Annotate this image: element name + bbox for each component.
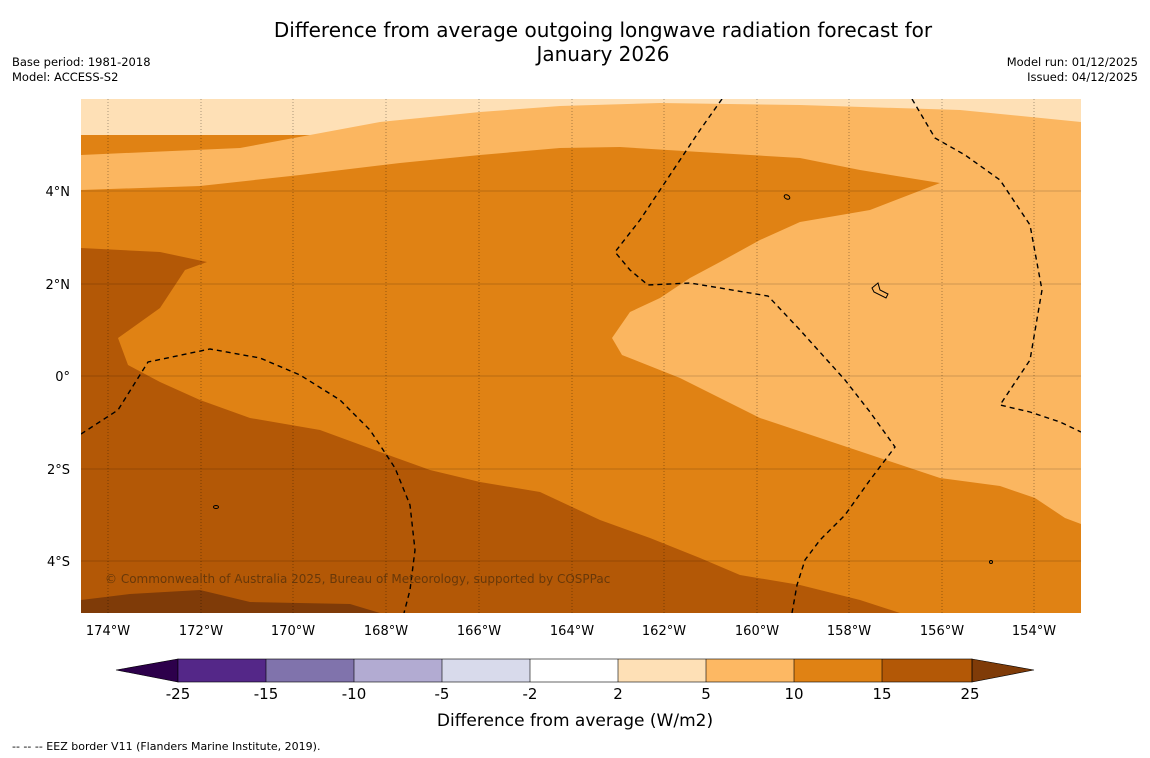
colorbar-tick: 15 [872,685,891,703]
colorbar-high-arrow [971,658,1035,683]
lon-label: 170°W [271,624,315,639]
lon-label: 174°W [86,624,130,639]
lat-gridlines [81,190,1081,562]
model-text: Model: ACCESS-S2 [12,70,119,84]
lat-label: 4°S [47,555,70,570]
colorbar-swatch [178,659,266,682]
lon-label: 156°W [920,624,964,639]
title-line-1: Difference from average outgoing longwav… [273,18,933,42]
lon-label: 158°W [827,624,871,639]
lat-label: 2°N [46,278,71,293]
issued-text: Issued: 04/12/2025 [1027,70,1138,84]
lat-label: 0° [55,370,70,385]
meta-left: Base period: 1981-2018 Model: ACCESS-S2 [12,55,151,85]
colorbar-tick: 10 [784,685,803,703]
lon-label: 168°W [364,624,408,639]
lon-label: 162°W [642,624,686,639]
lon-axis: 174°W 172°W 170°W 168°W 166°W 164°W 162°… [86,624,1056,639]
colorbar-swatch [794,659,882,682]
lat-label: 2°S [47,463,70,478]
colorbar-swatch [442,659,530,682]
base-period-text: Base period: 1981-2018 [12,55,151,69]
meta-right: Model run: 01/12/2025 Issued: 04/12/2025 [1007,55,1138,85]
colorbar-tick: -25 [166,685,191,703]
colorbar-tick: -15 [254,685,279,703]
colorbar-swatch [530,659,618,682]
colorbar-tick: 5 [701,685,711,703]
lon-label: 164°W [550,624,594,639]
colorbar-swatch [354,659,442,682]
islands [213,194,993,564]
lat-axis: 4°N 2°N 0° 2°S 4°S [46,185,71,570]
colorbar-label: Difference from average (W/m2) [437,711,713,731]
region-25-plus [81,590,380,613]
colorbar-tick: -5 [435,685,450,703]
colorbar-swatch [882,659,972,682]
copyright-text: © Commonwealth of Australia 2025, Bureau… [105,572,611,586]
colorbar-tick: -10 [342,685,367,703]
map-plot-area [81,99,1081,613]
colorbar: -25 -15 -10 -5 -2 2 5 10 15 25 Differenc… [115,658,1035,731]
lat-label: 4°N [46,185,71,200]
model-run-text: Model run: 01/12/2025 [1006,55,1138,69]
lon-label: 160°W [735,624,779,639]
colorbar-low-arrow [115,658,179,683]
colorbar-swatch [266,659,354,682]
colorbar-swatch [618,659,706,682]
region-15-25 [81,248,900,613]
colorbar-swatch [706,659,794,682]
map-title: Difference from average outgoing longwav… [0,18,1150,66]
title-line-2: January 2026 [536,42,670,66]
eez-borders [81,99,1081,613]
colorbar-tick: -2 [523,685,538,703]
lon-label: 154°W [1012,624,1056,639]
colorbar-tick: 2 [613,685,623,703]
lon-label: 166°W [457,624,501,639]
eez-footnote: -- -- -- EEZ border V11 (Flanders Marine… [12,740,321,753]
lon-label: 172°W [179,624,223,639]
colorbar-tick: 25 [960,685,979,703]
